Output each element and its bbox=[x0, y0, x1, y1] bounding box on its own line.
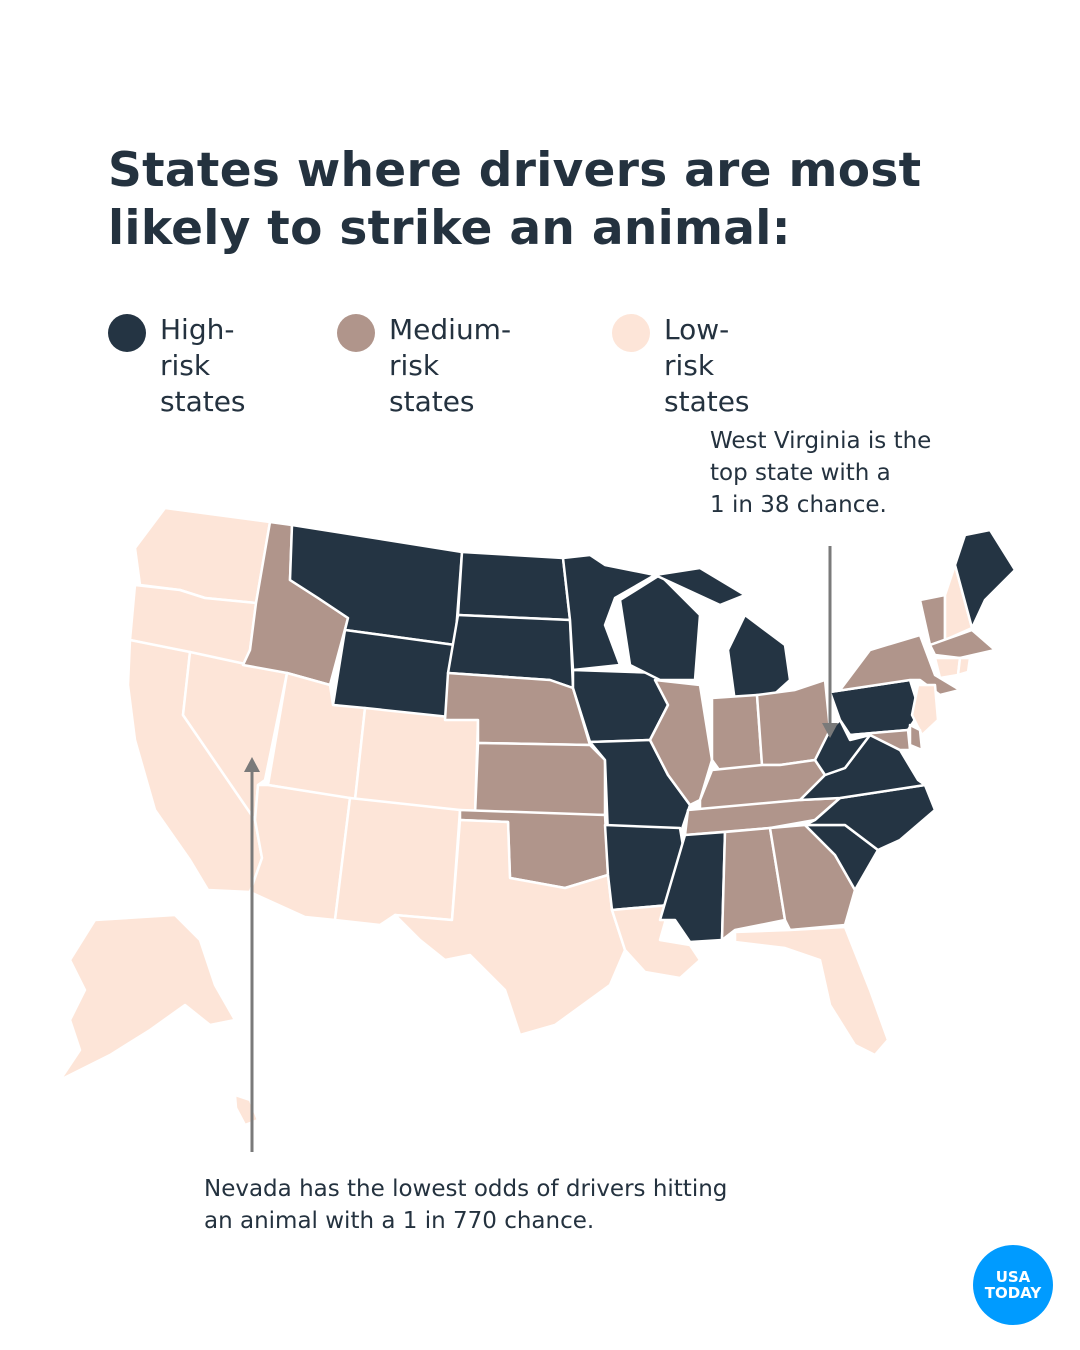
state-maine bbox=[953, 528, 1017, 630]
legend-high-risk-label: High-risk states bbox=[160, 313, 246, 418]
state-alaska bbox=[58, 913, 237, 1082]
legend-medium-risk-swatch bbox=[337, 314, 375, 352]
nevada-arrowhead bbox=[244, 757, 260, 772]
state-colorado bbox=[353, 706, 480, 817]
state-alabama bbox=[720, 826, 787, 942]
state-connecticut bbox=[933, 656, 962, 680]
state-massachusetts bbox=[928, 628, 997, 660]
state-vermont bbox=[918, 593, 947, 647]
west-virginia-arrowhead bbox=[822, 723, 838, 738]
legend-low-risk-label: Low-risk states bbox=[664, 313, 750, 418]
state-new-york bbox=[828, 633, 962, 697]
usa-today-logo: USA TODAY bbox=[973, 1245, 1053, 1325]
annotation-arrows bbox=[244, 546, 838, 1152]
legend-low-risk-swatch bbox=[612, 314, 650, 352]
page-title: States where drivers are most likely to … bbox=[108, 143, 922, 256]
state-florida bbox=[733, 925, 890, 1057]
state-north-dakota bbox=[456, 550, 572, 622]
state-new-jersey bbox=[910, 683, 940, 737]
state-arizona bbox=[248, 783, 352, 922]
west-virginia-annotation: West Virginia is the top state with a 1 … bbox=[710, 428, 932, 518]
state-minnesota bbox=[561, 553, 657, 672]
state-illinois bbox=[648, 678, 714, 807]
state-kansas bbox=[473, 741, 607, 817]
state-new-mexico bbox=[333, 796, 462, 927]
legend-high-risk-swatch bbox=[108, 314, 146, 352]
legend-medium-risk-label: Medium-risk states bbox=[389, 313, 512, 418]
logo-line-2: TODAY bbox=[984, 1284, 1042, 1302]
state-texas bbox=[393, 818, 627, 1037]
state-maryland bbox=[848, 728, 912, 752]
us-map bbox=[58, 506, 1017, 1152]
nevada-annotation: Nevada has the lowest odds of drivers hi… bbox=[204, 1176, 728, 1234]
state-delaware bbox=[908, 723, 924, 752]
logo-line-1: USA bbox=[995, 1268, 1031, 1286]
state-hawaii bbox=[233, 1093, 260, 1127]
state-rhode-island bbox=[956, 656, 972, 677]
